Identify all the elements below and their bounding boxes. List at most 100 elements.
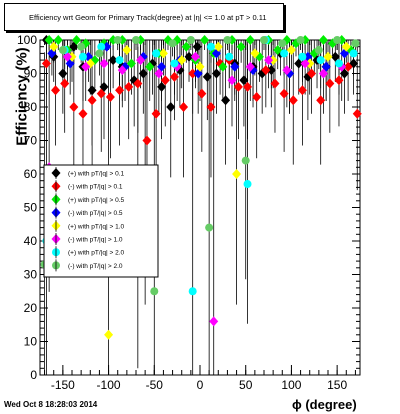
y-tick-label: 80 [24, 100, 38, 114]
data-point [78, 108, 88, 119]
data-point [115, 85, 125, 96]
data-point [241, 156, 250, 165]
data-point [58, 46, 67, 55]
x-tick-label: 0 [197, 378, 204, 392]
data-point [261, 65, 271, 76]
data-point [227, 75, 237, 86]
data-point [352, 108, 362, 119]
data-point [169, 71, 179, 82]
data-point [252, 91, 262, 102]
data-point [53, 35, 63, 45]
data-point [334, 59, 343, 68]
data-point [341, 41, 351, 52]
data-point [225, 52, 234, 61]
data-point [102, 41, 112, 52]
data-point [202, 71, 212, 82]
data-point [115, 56, 124, 65]
data-point [330, 51, 340, 62]
data-point [278, 39, 287, 48]
y-tick-label: 40 [24, 234, 38, 248]
data-point [177, 55, 187, 66]
data-point [294, 58, 304, 69]
data-point [316, 95, 326, 106]
data-point [250, 48, 260, 59]
data-point [333, 36, 342, 44]
data-point [318, 35, 328, 45]
data-point [157, 81, 167, 92]
data-point [245, 61, 255, 72]
legend-entry: (+) with pT/|q| > 0.5 [68, 197, 125, 204]
data-point [273, 45, 283, 56]
data-point [99, 58, 109, 69]
y-tick-label: 90 [24, 67, 38, 81]
data-point [77, 42, 86, 51]
data-point [239, 75, 249, 86]
data-point [69, 102, 79, 112]
data-point [190, 51, 200, 62]
data-point [211, 68, 221, 79]
data-point [142, 135, 152, 146]
data-point [44, 35, 54, 45]
data-point [136, 55, 146, 66]
data-point [279, 88, 289, 99]
data-point [254, 51, 264, 62]
data-point [67, 51, 77, 62]
data-point [108, 55, 118, 66]
data-point [200, 35, 210, 45]
legend-entry: (-) with pT/|q| > 0.5 [68, 210, 123, 217]
data-point [179, 102, 189, 112]
data-point [138, 68, 148, 79]
data-point [181, 41, 191, 52]
data-point [158, 48, 168, 59]
data-point [126, 58, 136, 69]
data-point [232, 169, 242, 179]
y-tick-label: 20 [24, 301, 38, 315]
data-point [105, 91, 115, 102]
data-point [343, 61, 353, 72]
data-point [58, 68, 68, 79]
data-point [154, 68, 164, 79]
x-tick-label: -50 [146, 378, 164, 392]
data-point [60, 78, 70, 89]
data-point [62, 51, 72, 62]
data-point [192, 41, 202, 52]
data-point [233, 81, 243, 92]
data-point [349, 49, 358, 58]
data-point [124, 81, 134, 92]
y-tick-label: 60 [24, 167, 38, 181]
data-point [186, 36, 195, 44]
legend-entry: (-) with pT/|q| > 0.1 [68, 184, 123, 191]
data-point [132, 36, 140, 44]
data-point [230, 61, 240, 72]
data-point [145, 61, 155, 72]
y-tick-label: 30 [24, 268, 38, 282]
x-tick-label: -150 [51, 378, 75, 392]
data-point [307, 68, 317, 79]
data-point [282, 65, 292, 76]
y-tick-label: 50 [24, 201, 38, 215]
data-point [205, 223, 214, 232]
data-point [236, 41, 246, 52]
data-point [297, 85, 307, 96]
data-point [184, 51, 194, 62]
data-point [81, 61, 91, 72]
data-point [152, 49, 161, 58]
data-point [197, 88, 207, 99]
data-point [351, 39, 360, 48]
data-point [280, 49, 289, 58]
data-point [268, 55, 278, 66]
data-point [325, 78, 335, 89]
legend-entry: (+) with pT/|q| > 1.0 [68, 223, 125, 230]
data-point [206, 102, 216, 112]
data-point [223, 36, 232, 44]
x-tick-label: -100 [97, 378, 121, 392]
data-point [49, 41, 59, 52]
data-point [95, 49, 104, 58]
y-tick-label: 70 [24, 134, 38, 148]
data-point [151, 108, 161, 119]
data-point [195, 61, 205, 72]
data-point [133, 78, 143, 89]
data-point [72, 35, 82, 45]
y-tick-label: 10 [24, 335, 38, 349]
